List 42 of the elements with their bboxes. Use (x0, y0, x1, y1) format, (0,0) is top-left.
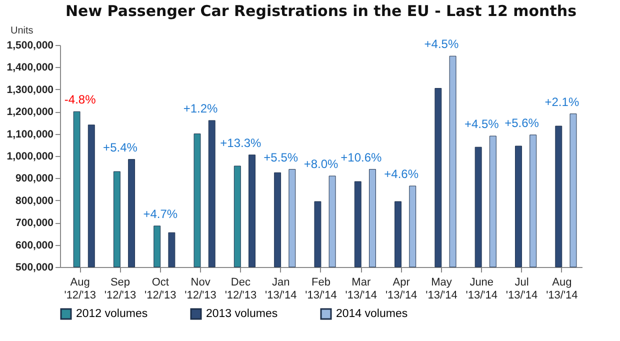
y-tick-label: 1,100,000 (6, 128, 54, 140)
x-tick-label: Feb '13/'14 (305, 276, 337, 302)
annotation: +10.6% (340, 150, 382, 164)
y-tick-label: 1,500,000 (6, 40, 54, 52)
y-tick-label: 500,000 (16, 262, 54, 274)
y-tick-label: 800,000 (16, 194, 54, 207)
y-tick-label: 1,200,000 (6, 106, 54, 118)
y-tick-label: 1,400,000 (6, 62, 54, 74)
y-tick-label: 900,000 (16, 172, 54, 185)
annotation: +2.1% (544, 94, 580, 109)
annotation: +1.2% (183, 101, 218, 116)
annotation: -4.8% (64, 92, 96, 107)
x-tick-label: Oct '12/'13 (144, 276, 176, 302)
x-tick-label: Apr '13/'14 (385, 276, 418, 302)
annotation: +8.0% (304, 156, 339, 171)
y-axis-title: Units (10, 26, 34, 36)
annotation: +4.5% (464, 117, 500, 132)
annotation: +5.5% (264, 150, 298, 164)
x-tick-label: Mar '13/'14 (345, 276, 378, 302)
x-tick-label: Aug '13/'14 (546, 276, 578, 302)
x-tick-label: Jul '13/'14 (506, 276, 538, 302)
annotation: +13.3% (220, 136, 262, 150)
x-tick-label: May '13/'14 (426, 276, 458, 302)
x-tick-label: Dec '12/'13 (224, 276, 257, 302)
annotation: +5.6% (504, 116, 540, 130)
legend-label: 2013 volumes (206, 308, 278, 320)
x-tick-label: Nov '12/'13 (184, 276, 216, 302)
y-tick-label: 1,300,000 (6, 84, 54, 96)
y-tick-label: 700,000 (16, 217, 54, 230)
annotation: +4.6% (384, 166, 419, 181)
x-tick-label: Sep '12/'13 (104, 276, 136, 302)
annotation: +4.7% (143, 206, 178, 221)
x-tick-label: June '13/'14 (466, 276, 498, 302)
y-tick-label: 1,000,000 (6, 150, 54, 162)
x-tick-label: Aug '12/'13 (64, 276, 96, 302)
legend-label: 2014 volumes (336, 308, 408, 320)
annotation: +5.4% (103, 140, 138, 154)
legend-label: 2012 volumes (76, 308, 148, 320)
y-tick-label: 600,000 (16, 239, 54, 252)
x-tick-label: Jan '13/'14 (264, 276, 297, 302)
annotation: +4.5% (424, 37, 459, 52)
chart-title: New Passenger Car Registrations in the EU - Last 12 months (65, 2, 577, 20)
